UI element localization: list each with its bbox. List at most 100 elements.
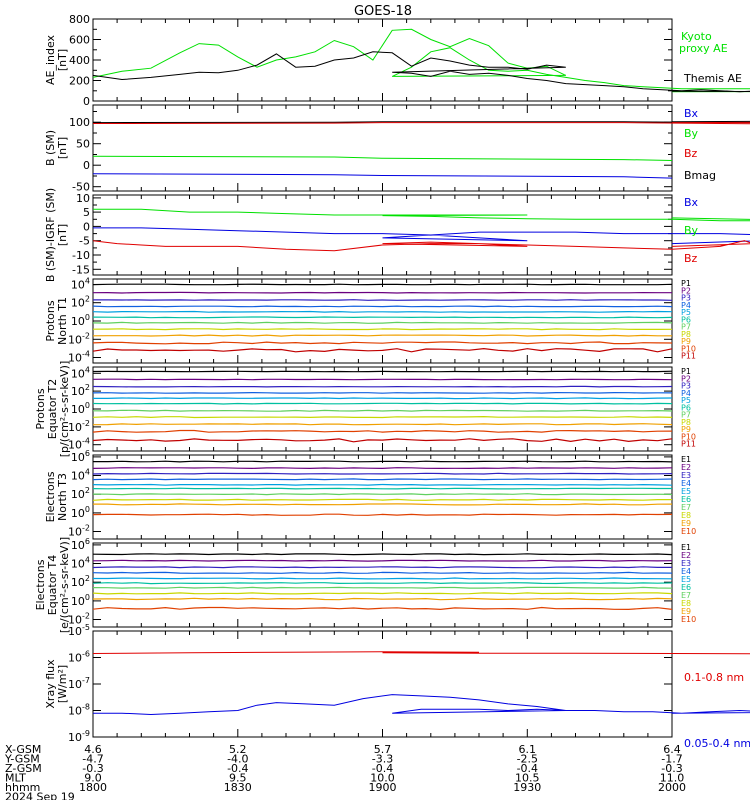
- axis-row-label: Y-GSM: [4, 753, 40, 766]
- channel-line-e10: [92, 513, 673, 516]
- panel-frame: [92, 630, 673, 738]
- legend-item: E5: [681, 575, 691, 584]
- series-line-bz: [92, 121, 750, 125]
- legend-item: E4: [681, 567, 691, 576]
- channel-line-p4: [92, 391, 673, 394]
- axis-row-value: -4.0: [227, 753, 248, 766]
- legend-item: P7: [681, 323, 691, 332]
- legend-item: P3: [681, 382, 691, 391]
- y-tick-label: 102: [71, 486, 90, 501]
- legend-item: E10: [681, 615, 696, 624]
- series-line-0-05-0-4-nm: [93, 694, 750, 716]
- legend-item: P4: [681, 389, 691, 398]
- y-tick-label: 10-2: [68, 331, 90, 346]
- axis-row-value: 9.0: [84, 772, 102, 785]
- legend-item: P1: [681, 367, 691, 376]
- axis-row-value: 9.5: [229, 772, 247, 785]
- legend-item: P9: [681, 425, 691, 434]
- panel-frame: [92, 104, 673, 192]
- legend-item: P10: [681, 345, 696, 354]
- channel-line-e7: [92, 586, 673, 589]
- channel-line-e6: [92, 582, 673, 585]
- axis-row-value: -0.3: [661, 762, 682, 775]
- legend-item: E3: [681, 471, 691, 480]
- y-tick-label: 104: [71, 468, 90, 483]
- legend-item: P10: [681, 433, 696, 442]
- legend-item: E9: [681, 519, 691, 528]
- legend-item: E1: [681, 543, 691, 552]
- y-axis-label: ElectronsNorth T3: [44, 471, 69, 522]
- series-line-themis-ae: [92, 51, 750, 93]
- y-tick-label: 100: [71, 401, 90, 416]
- axis-row-value: 1930: [513, 781, 541, 794]
- series-line-by: [93, 208, 750, 222]
- legend-item: E10: [681, 527, 696, 536]
- channel-line-e5: [93, 577, 673, 580]
- channel-line-p8: [92, 415, 673, 419]
- channel-line-e4: [92, 478, 673, 481]
- legend-item: P5: [681, 308, 691, 317]
- channel-line-e2: [92, 559, 673, 562]
- y-tick-label: 104: [71, 556, 90, 571]
- legend-item: Bz: [684, 147, 698, 160]
- legend-item: E8: [681, 599, 691, 608]
- y-tick-label: 10-2: [68, 419, 90, 434]
- y-tick-label: 102: [71, 295, 90, 310]
- legend-item: Kyoto: [681, 30, 712, 43]
- legend-item: P4: [681, 301, 691, 310]
- axis-row-label: Z-GSM: [5, 762, 42, 775]
- series-line-kyoto-proxy-ae: [92, 28, 750, 93]
- channel-line-e3: [92, 472, 673, 475]
- legend-item: Bz: [684, 252, 698, 265]
- legend-item: P3: [681, 294, 691, 303]
- axis-row-value: 5.7: [374, 743, 392, 756]
- axis-row-value: 6.4: [663, 743, 681, 756]
- legend-item: P6: [681, 315, 691, 324]
- legend-item: P9: [681, 337, 691, 346]
- channel-line-e7: [92, 493, 673, 496]
- y-tick-label: -10: [72, 249, 90, 262]
- y-tick-label: 0: [83, 95, 90, 108]
- legend-item: Bx: [684, 196, 699, 209]
- plot-title: GOES-18: [354, 4, 412, 19]
- y-tick-label: 100: [71, 313, 90, 328]
- y-tick-label: 100: [71, 593, 90, 608]
- axis-row-label: MLT: [5, 772, 26, 785]
- axis-row-value: 5.2: [229, 743, 247, 756]
- y-tick-label: 10: [76, 192, 90, 205]
- y-tick-label: 800: [69, 13, 90, 26]
- y-tick-label: 104: [71, 365, 90, 380]
- channel-line-e4: [92, 571, 673, 574]
- channel-line-e8: [92, 592, 673, 595]
- axis-row-value: -2.5: [517, 753, 538, 766]
- legend-item: proxy AE: [679, 42, 728, 55]
- y-tick-label: 400: [69, 54, 90, 67]
- legend-item: P7: [681, 411, 691, 420]
- channel-line-p9: [92, 334, 672, 337]
- axis-row-value: -0.4: [227, 762, 248, 775]
- channel-line-e9: [93, 503, 673, 506]
- panel-frame: [92, 18, 673, 102]
- channel-line-p7: [92, 321, 673, 324]
- legend: 0.1-0.8 nm 0.05-0.4 nm: [684, 671, 750, 750]
- legend-item: P2: [681, 286, 691, 295]
- legend-item: 0.1-0.8 nm: [684, 671, 744, 684]
- y-tick-label: 0: [83, 159, 90, 172]
- legend-item: E1: [681, 455, 691, 464]
- legend-item: E4: [681, 479, 691, 488]
- legend-item: By: [684, 224, 699, 237]
- legend-item: E7: [681, 503, 691, 512]
- legend-item: E7: [681, 591, 691, 600]
- legend-item: E2: [681, 551, 691, 560]
- y-tick-label: 102: [71, 574, 90, 589]
- y-tick-label: 102: [71, 383, 90, 398]
- channel-line-e9: [92, 597, 673, 601]
- channel-line-p6: [92, 316, 673, 319]
